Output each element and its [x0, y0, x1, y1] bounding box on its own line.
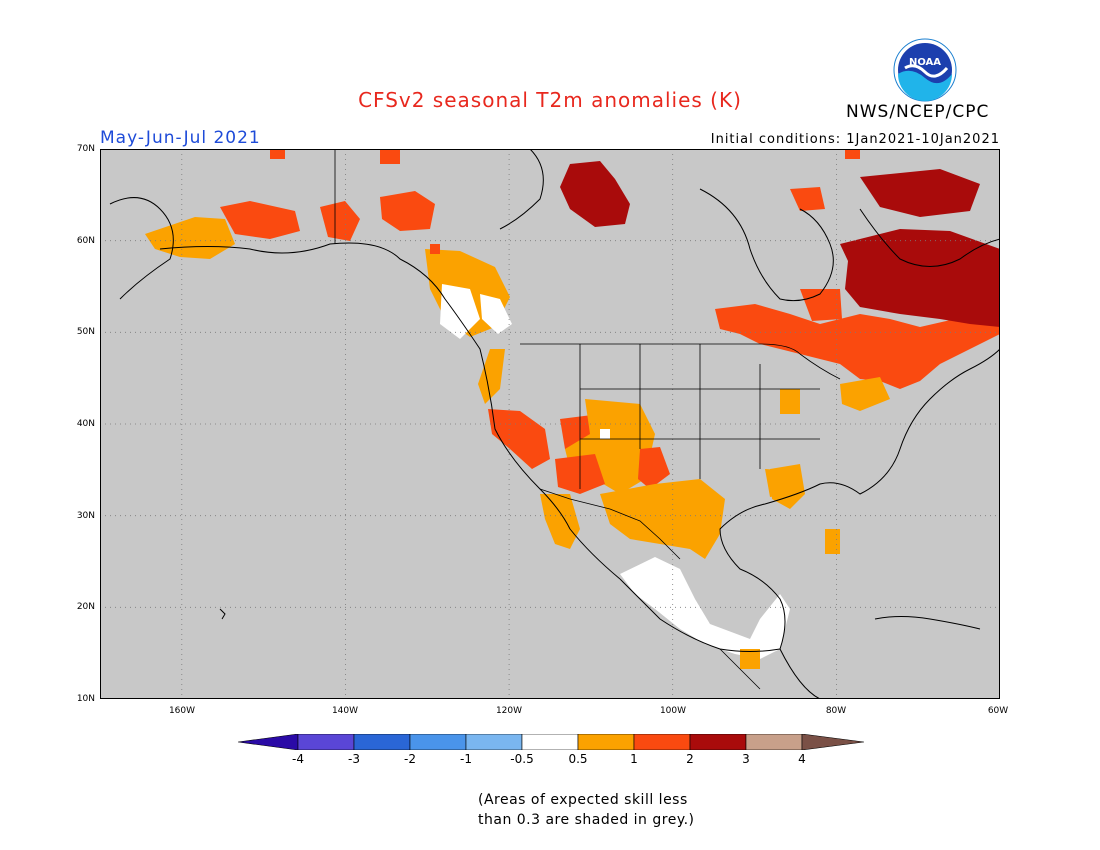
- lat-label: 10N: [76, 694, 95, 704]
- initial-conditions: Initial conditions: 1Jan2021-10Jan2021: [710, 132, 1000, 147]
- colorbar-segment: [465, 734, 523, 750]
- lon-label: 160W: [168, 706, 196, 716]
- colorbar-segment: [633, 734, 691, 750]
- colorbar-tick-label: 0.5: [568, 752, 588, 766]
- lat-label: 50N: [76, 327, 95, 337]
- lat-label: 60N: [76, 236, 95, 246]
- anomaly-bc: [425, 244, 512, 339]
- lon-label: 140W: [331, 706, 359, 716]
- colorbar-segment: [689, 734, 747, 750]
- skill-note-line: (Areas of expected skill less: [478, 792, 688, 808]
- agency-label: NWS/NCEP/CPC: [846, 102, 990, 122]
- colorbar-tick-label: 1: [630, 752, 638, 766]
- colorbar-segment: [521, 734, 579, 750]
- lon-label: 120W: [495, 706, 523, 716]
- colorbar-tick-label: 4: [798, 752, 806, 766]
- colorbar-segment: [297, 734, 355, 750]
- lon-label: 80W: [825, 706, 847, 716]
- colorbar-tick-label: -2: [404, 752, 416, 766]
- anomaly-canada-east: [715, 169, 1000, 414]
- chart-title: CFSv2 seasonal T2m anomalies (K): [358, 88, 742, 112]
- lat-label: 20N: [76, 602, 95, 612]
- colorbar-arrow-low: [238, 734, 299, 750]
- colorbar-tick-label: -4: [292, 752, 304, 766]
- colorbar-tick-label: 3: [742, 752, 750, 766]
- colorbar-tick-label: 2: [686, 752, 694, 766]
- noaa-logo: NOAA: [893, 38, 957, 102]
- svg-text:NOAA: NOAA: [909, 57, 941, 68]
- anomaly-southeast: [765, 469, 840, 554]
- colorbar-segment: [577, 734, 635, 750]
- anomaly-mexico: [620, 557, 790, 669]
- colorbar-segment: [353, 734, 411, 750]
- colorbar-arrow-high: [801, 734, 864, 750]
- lat-label: 40N: [76, 419, 95, 429]
- lon-label: 100W: [659, 706, 687, 716]
- colorbar-tick-label: -0.5: [510, 752, 534, 766]
- forecast-period: May-Jun-Jul 2021: [100, 128, 261, 148]
- colorbar-segment: [745, 734, 803, 750]
- skill-note: (Areas of expected skill less than 0.3 a…: [478, 790, 695, 830]
- colorbar-segment: [409, 734, 467, 750]
- skill-note-line: than 0.3 are shaded in grey.): [478, 812, 695, 828]
- colorbar-tick-label: -3: [348, 752, 360, 766]
- colorbar-tick-label: -1: [460, 752, 472, 766]
- lon-label: 60W: [987, 706, 1009, 716]
- colorbar: [238, 734, 864, 750]
- lat-label: 30N: [76, 511, 95, 521]
- graticule: [100, 149, 1000, 699]
- borders: [334, 149, 841, 690]
- lat-label: 70N: [76, 144, 95, 154]
- anomaly-map: [100, 149, 1000, 699]
- anomaly-arctic: [380, 149, 860, 227]
